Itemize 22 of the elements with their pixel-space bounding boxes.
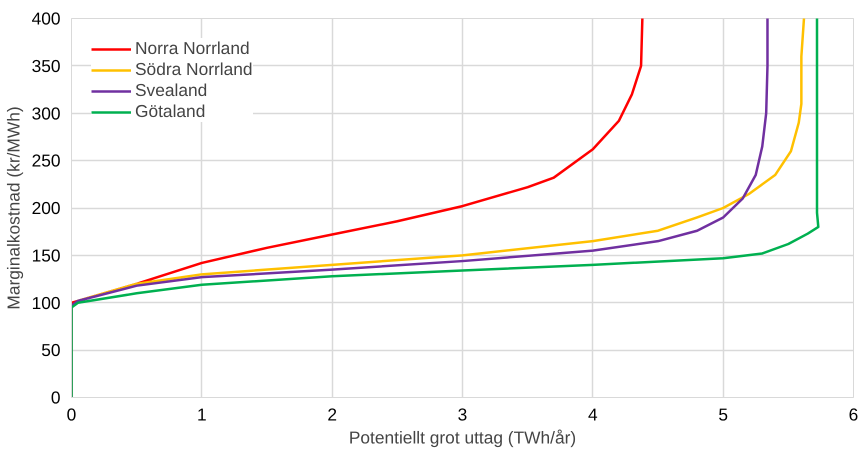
y-tick-label: 400 xyxy=(32,8,61,28)
legend-label: Södra Norrland xyxy=(135,59,253,80)
x-tick-label: 3 xyxy=(458,404,468,424)
y-tick-label: 300 xyxy=(32,103,61,124)
x-tick-label: 0 xyxy=(66,404,76,424)
x-tick-label: 4 xyxy=(588,404,598,424)
y-tick-label: 50 xyxy=(41,340,61,360)
legend-label: Norra Norrland xyxy=(135,38,250,59)
legend-label: Götaland xyxy=(135,101,206,122)
legend-label: Svealand xyxy=(135,80,208,101)
x-axis-title: Potentiellt grot uttag (TWh/år) xyxy=(348,428,576,448)
y-tick-label: 200 xyxy=(32,198,61,218)
x-tick-label: 5 xyxy=(718,404,728,424)
y-tick-label: 350 xyxy=(32,56,61,76)
y-tick-label: 100 xyxy=(32,292,61,313)
y-tick-label: 0 xyxy=(50,388,61,408)
y-axis-title: Marginalkostnad (kr/MWh) xyxy=(4,106,24,310)
x-tick-label: 6 xyxy=(848,404,858,424)
x-tick-label: 2 xyxy=(327,404,337,424)
y-tick-label: 150 xyxy=(32,245,61,266)
y-tick-label: 250 xyxy=(32,150,61,171)
x-tick-label: 1 xyxy=(197,404,207,424)
